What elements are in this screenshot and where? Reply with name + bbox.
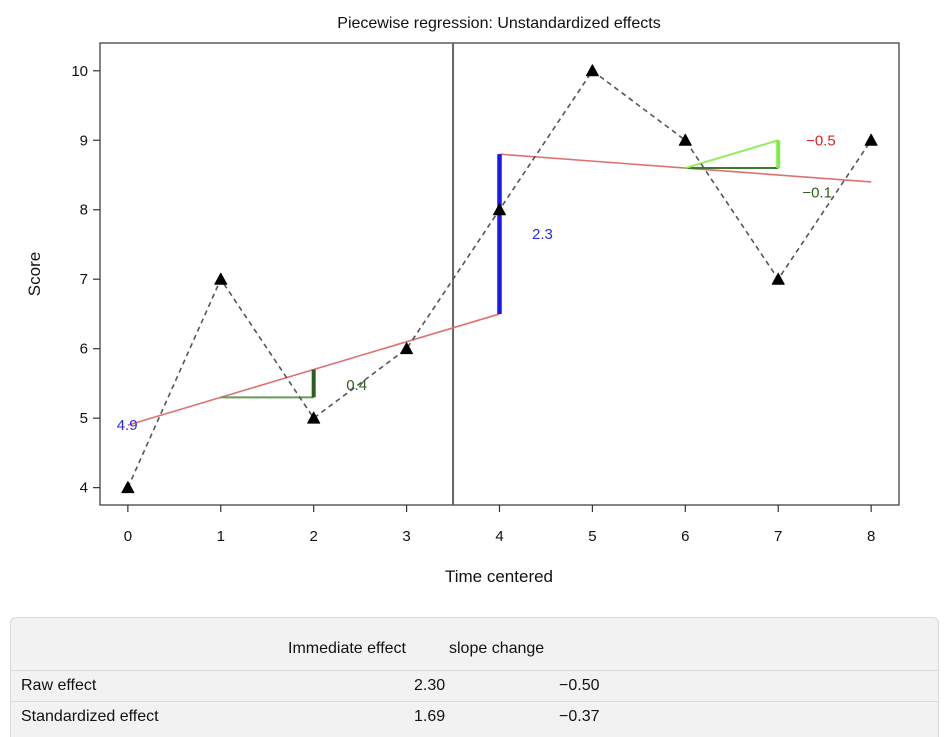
y-axis: 4 5 6 7 8 9 10 bbox=[71, 63, 100, 497]
data-point bbox=[585, 64, 599, 77]
effects-summary-panel: Immediate effect slope change Raw effect… bbox=[10, 617, 939, 737]
data-point bbox=[771, 272, 785, 285]
piecewise-regression-chart: Piecewise regression: Unstandardized eff… bbox=[25, 15, 900, 586]
raw-slope-value: −0.50 bbox=[559, 677, 600, 694]
x-tick-label: 7 bbox=[774, 528, 782, 545]
annotation-label: 4.9 bbox=[117, 417, 138, 434]
y-tick-label: 4 bbox=[80, 480, 88, 497]
standardized-slope-value: −0.37 bbox=[559, 708, 600, 725]
y-tick-label: 6 bbox=[80, 341, 88, 358]
x-tick-label: 4 bbox=[495, 528, 503, 545]
y-tick-label: 9 bbox=[80, 132, 88, 149]
y-tick-label: 7 bbox=[80, 271, 88, 288]
y-axis-title: Score bbox=[25, 252, 44, 296]
annotation-label: 2.3 bbox=[532, 226, 553, 243]
row-label: Raw effect bbox=[21, 677, 97, 694]
data-point bbox=[400, 342, 414, 355]
chart-title: Piecewise regression: Unstandardized eff… bbox=[337, 15, 660, 32]
y-tick-label: 10 bbox=[71, 63, 88, 80]
x-tick-label: 6 bbox=[681, 528, 689, 545]
annotation-label: 0.4 bbox=[346, 377, 367, 394]
data-point bbox=[121, 481, 135, 494]
x-axis: 0 1 2 3 4 5 6 7 8 bbox=[124, 505, 875, 545]
x-tick-label: 0 bbox=[124, 528, 132, 545]
x-axis-title: Time centered bbox=[445, 567, 553, 586]
slope-change-header: slope change bbox=[449, 640, 545, 657]
plot-area: 4.9 0.4 2.3 −0.5 −0.1 bbox=[117, 43, 878, 505]
x-tick-label: 8 bbox=[867, 528, 875, 545]
data-point bbox=[493, 203, 506, 216]
y-tick-label: 8 bbox=[80, 202, 88, 219]
table-row-standardized-effect: Standardized effect 1.69 −0.37 bbox=[11, 701, 938, 732]
data-point bbox=[307, 411, 321, 424]
x-tick-label: 3 bbox=[402, 528, 410, 545]
slope-hypotenuse-line bbox=[685, 139, 779, 170]
table-row-raw-effect: Raw effect 2.30 −0.50 bbox=[11, 670, 938, 701]
x-tick-label: 1 bbox=[217, 528, 225, 545]
y-tick-label: 5 bbox=[80, 410, 88, 427]
data-point bbox=[214, 272, 228, 285]
effects-table-header: Immediate effect slope change bbox=[11, 634, 938, 664]
annotation-label: −0.1 bbox=[802, 184, 832, 201]
data-point bbox=[678, 133, 692, 146]
x-tick-label: 5 bbox=[588, 528, 596, 545]
row-label: Standardized effect bbox=[21, 708, 159, 725]
data-point bbox=[864, 133, 878, 146]
standardized-immediate-value: 1.69 bbox=[414, 708, 446, 725]
immediate-effect-header: Immediate effect bbox=[288, 640, 406, 657]
x-tick-label: 2 bbox=[310, 528, 318, 545]
annotation-label: −0.5 bbox=[806, 132, 836, 149]
raw-immediate-value: 2.30 bbox=[414, 677, 446, 694]
